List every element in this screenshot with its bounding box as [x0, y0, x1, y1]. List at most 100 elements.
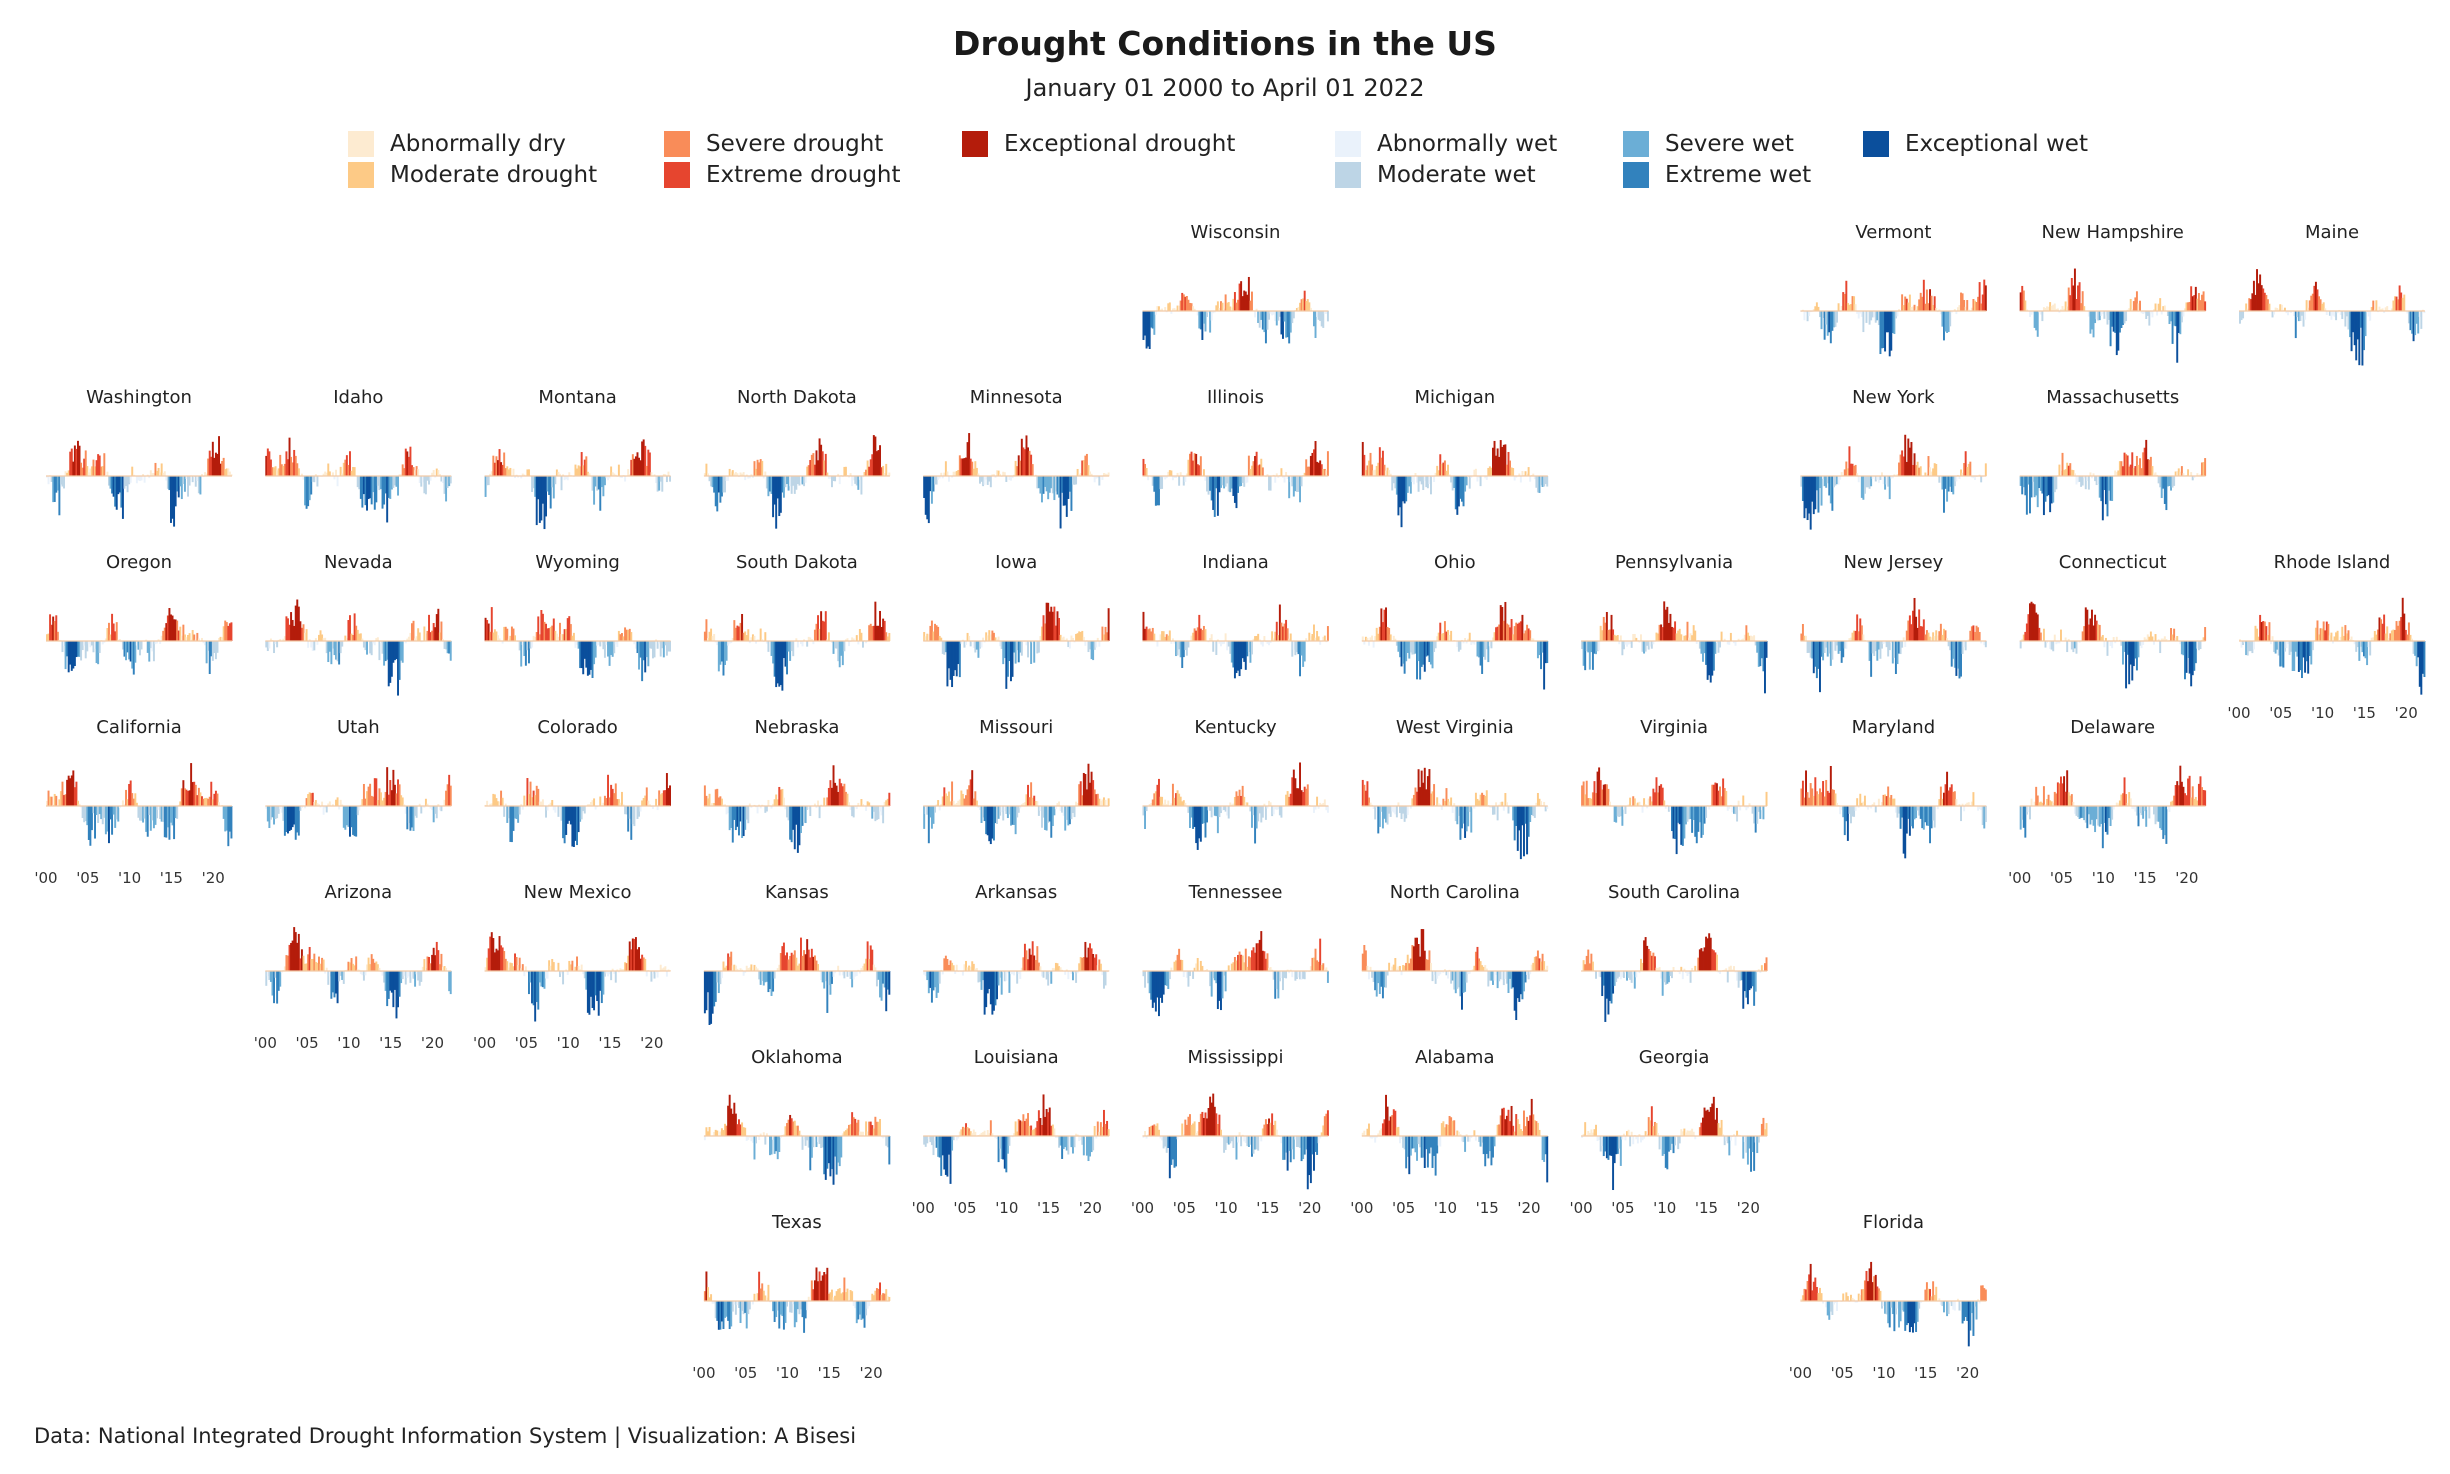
index-bar	[526, 778, 529, 806]
index-bar	[776, 641, 779, 684]
index-bar	[722, 641, 725, 676]
index-bar	[773, 799, 776, 806]
index-bar	[1877, 476, 1880, 483]
index-bar	[1269, 641, 1272, 644]
index-bar	[1288, 476, 1291, 499]
index-bar	[1925, 630, 1928, 641]
index-bar	[66, 472, 69, 476]
index-bar	[52, 476, 55, 503]
index-bar	[2271, 311, 2274, 318]
index-bar	[1893, 798, 1896, 806]
index-bar	[1482, 641, 1485, 657]
index-bar	[1546, 965, 1549, 971]
index-bar	[798, 963, 801, 971]
index-bar	[170, 476, 172, 523]
index-bar	[1216, 639, 1219, 641]
index-bar	[2140, 311, 2143, 314]
index-bar	[1471, 806, 1474, 809]
index-bar	[160, 806, 163, 822]
index-bar	[983, 806, 986, 822]
index-bar	[1162, 476, 1165, 478]
index-bar	[1397, 476, 1400, 516]
index-bar	[1164, 307, 1167, 311]
index-bar	[622, 636, 625, 641]
index-bar	[832, 476, 835, 482]
index-bar	[1627, 641, 1630, 645]
index-bar	[497, 460, 499, 476]
index-bar	[125, 789, 127, 806]
index-bar	[1257, 806, 1260, 822]
index-bar	[782, 641, 785, 659]
index-bar	[1033, 795, 1036, 806]
index-bar	[426, 803, 429, 806]
index-bar	[2160, 311, 2163, 315]
index-bar	[191, 476, 194, 483]
index-bar	[1513, 626, 1516, 641]
index-bar	[2022, 634, 2025, 641]
index-bar	[1263, 636, 1266, 641]
index-bar	[1881, 641, 1883, 649]
index-bar	[313, 953, 316, 971]
index-bar	[1859, 311, 1862, 314]
index-bar	[559, 622, 561, 641]
index-bar	[583, 641, 586, 659]
index-bar	[2145, 311, 2148, 319]
index-bar	[2187, 641, 2190, 658]
state-panel-north-dakota: North Dakota	[703, 387, 891, 529]
index-bar	[1288, 638, 1291, 641]
index-bar	[310, 476, 313, 495]
index-bar	[1646, 641, 1649, 646]
index-bar	[2118, 461, 2121, 476]
index-bar	[1006, 641, 1009, 677]
index-bar	[1854, 630, 1857, 641]
index-bar	[1967, 802, 1970, 806]
index-bar	[2126, 641, 2129, 655]
index-bar	[1862, 476, 1865, 500]
index-bar	[1202, 625, 1205, 641]
index-bar	[201, 474, 203, 476]
index-bar	[1218, 307, 1221, 311]
index-bar	[304, 476, 306, 506]
index-bar	[2242, 641, 2245, 646]
index-bar	[596, 971, 599, 1002]
index-bar	[562, 474, 565, 476]
index-bar	[625, 806, 628, 815]
index-bar	[1643, 641, 1646, 654]
x-tick-label: '10	[2311, 704, 2334, 722]
index-bar	[1963, 806, 1966, 812]
index-bar	[986, 476, 989, 485]
index-bar	[2190, 641, 2193, 687]
index-bar	[823, 971, 826, 989]
index-bar	[2104, 476, 2107, 505]
index-bar	[665, 773, 668, 806]
index-bar	[2149, 631, 2152, 641]
index-bar	[86, 466, 89, 476]
index-bar	[1251, 806, 1253, 828]
index-bar	[930, 476, 933, 504]
index-bar	[813, 629, 816, 641]
index-bar	[412, 620, 415, 641]
index-bar	[2077, 476, 2079, 483]
index-bar	[170, 806, 172, 823]
state-label: Missouri	[979, 717, 1053, 738]
index-bar	[714, 971, 717, 1002]
index-bar	[1599, 780, 1602, 806]
index-bar	[162, 806, 165, 822]
index-bar	[520, 968, 523, 971]
index-bar	[809, 806, 812, 817]
index-bar	[2349, 311, 2351, 338]
index-bar	[1216, 301, 1219, 311]
index-bar	[185, 789, 188, 806]
index-bar	[820, 611, 823, 641]
index-bar	[517, 806, 520, 823]
index-bar	[1661, 627, 1664, 641]
index-bar	[358, 476, 361, 490]
index-bar	[1717, 641, 1720, 653]
state-panel-nevada: Nevada	[265, 552, 452, 696]
index-bar	[521, 641, 524, 645]
index-bar	[168, 608, 171, 641]
index-bar	[1311, 633, 1314, 641]
index-bar	[1258, 939, 1261, 971]
index-bar	[2089, 806, 2092, 825]
